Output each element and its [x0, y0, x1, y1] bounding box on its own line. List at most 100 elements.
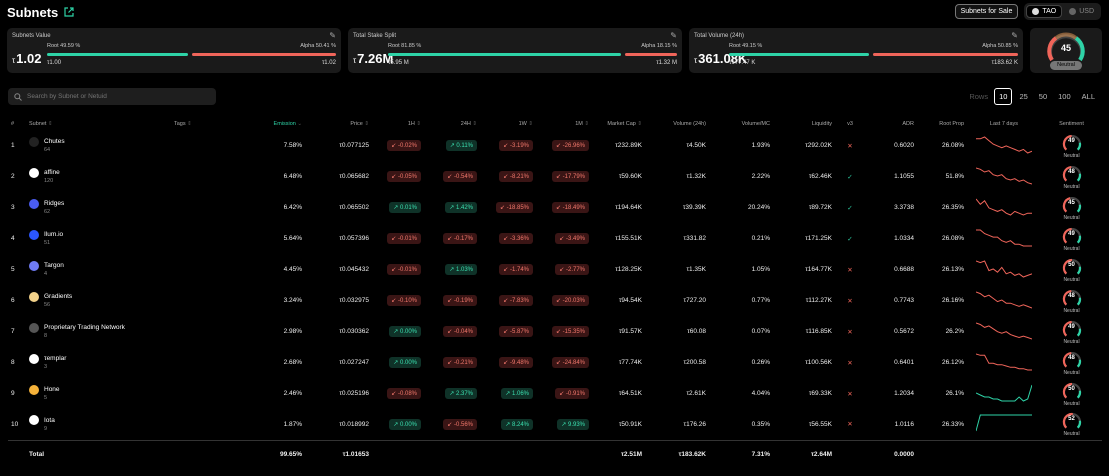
last-7-days-cell — [967, 130, 1041, 161]
column-header[interactable]: Volume (24h) — [645, 117, 709, 130]
subnet-cell[interactable]: τemplar 3 — [26, 347, 171, 378]
subnet-name[interactable]: τemplar — [44, 355, 67, 362]
column-header[interactable]: 1H ⇕ — [407, 120, 421, 127]
external-link-icon[interactable] — [64, 7, 74, 17]
rows-option[interactable]: 50 — [1038, 92, 1048, 101]
page-title: Subnets — [7, 4, 59, 20]
subnet-cell[interactable]: Ilum.io 51 — [26, 223, 171, 254]
tags-cell — [171, 130, 249, 161]
table-row[interactable]: 8 τemplar 3 2.68% τ0.027247 ↗ 0.00% ↙ -0.… — [8, 347, 1102, 378]
column-header[interactable]: Volume/MC — [709, 117, 773, 130]
tao-toggle-option[interactable]: TAO — [1026, 5, 1063, 18]
table-row[interactable]: 6 Gradients 56 3.24% τ0.032975 ↙ -0.10% ↙… — [8, 285, 1102, 316]
subnet-name[interactable]: Chutes — [44, 138, 65, 145]
column-header[interactable]: Price ⇕ — [350, 120, 369, 127]
price-cell: τ0.032975 — [339, 297, 369, 304]
subnet-cell[interactable]: Ridges 62 — [26, 192, 171, 223]
change-pill: ↙ -0.21% — [443, 357, 477, 368]
emission-cell: 3.24% — [283, 297, 302, 304]
subnet-cell[interactable]: Gradients 56 — [26, 285, 171, 316]
subnet-cell[interactable]: Proprietary Trading Network 8 — [26, 316, 171, 347]
search-input[interactable] — [27, 93, 207, 100]
subnet-name[interactable]: Hone — [44, 386, 60, 393]
table-row[interactable]: 1 Chutes 64 7.58% τ0.077125 ↙ -0.02% ↗ 0.… — [8, 130, 1102, 161]
subnet-cell[interactable]: Iota 9 — [26, 409, 171, 440]
change-pill: ↙ -0.04% — [443, 326, 477, 337]
subnet-name[interactable]: Proprietary Trading Network — [44, 324, 125, 331]
table-row[interactable]: 2 affine 120 6.48% τ0.065682 ↙ -0.05% ↙ -… — [8, 161, 1102, 192]
arrow-up-right-icon: ↗ — [505, 391, 511, 397]
column-header[interactable]: 1M ⇕ — [575, 120, 589, 127]
market-cap-cell: τ59.60K — [618, 173, 642, 180]
row-number: 9 — [11, 390, 15, 397]
liquidity-cell: τ56.55K — [808, 420, 832, 428]
arrow-down-left-icon: ↙ — [559, 267, 565, 273]
volume-cell: τ200.58 — [683, 359, 706, 366]
subnet-name[interactable]: affine — [44, 169, 60, 176]
subnet-uid: 120 — [44, 178, 54, 184]
change-value: 0.00% — [399, 329, 417, 335]
change-value: -9.48% — [509, 360, 529, 366]
arrow-up-right-icon: ↗ — [561, 421, 567, 428]
price-cell: τ0.077125 — [339, 142, 369, 149]
stat-card: Total Volume (24h) ✎ τ361.08K Root 49.15… — [689, 28, 1023, 73]
subnet-name[interactable]: Iota — [44, 416, 55, 424]
column-header[interactable]: Root Prop — [917, 117, 967, 130]
column-header[interactable]: Last 7 days — [967, 117, 1041, 130]
column-header[interactable]: Sentiment — [1041, 117, 1102, 130]
change-value: -3.19% — [509, 143, 529, 149]
row-number: 3 — [11, 204, 15, 211]
change-value: -0.01% — [397, 267, 417, 273]
change-value: -0.21% — [453, 360, 473, 366]
rows-option[interactable]: 25 — [1019, 92, 1028, 101]
rows-option[interactable]: ALL — [1081, 92, 1095, 101]
column-header[interactable]: 24H ⇕ — [460, 120, 477, 127]
arrow-down-left-icon: ↙ — [391, 174, 397, 180]
table-row[interactable]: 5 Targon 4 4.45% τ0.045432 ↙ -0.01% ↗ 1.0… — [8, 254, 1102, 285]
search-bar[interactable] — [8, 88, 216, 105]
column-header[interactable]: v3 — [835, 117, 865, 130]
column-header[interactable]: Tags ⇕ — [174, 120, 192, 127]
column-header[interactable]: # — [8, 117, 26, 130]
table-row[interactable]: 7 Proprietary Trading Network 8 2.98% τ0.… — [8, 316, 1102, 347]
x-icon: ✕ — [847, 297, 853, 305]
table-row[interactable]: 9 Hone 5 2.46% τ0.025196 ↙ -0.08% ↗ 2.37%… — [8, 378, 1102, 409]
root-share-label: Root 49.59 % — [47, 43, 81, 49]
subnet-cell[interactable]: Chutes 64 — [26, 130, 171, 161]
column-header[interactable]: Subnet ⇕ — [29, 120, 53, 127]
adr-cell: 1.1055 — [894, 173, 914, 180]
fear-greed-gauge[interactable]: 45 Neutral — [1030, 28, 1102, 73]
subnet-name[interactable]: Gradients — [44, 293, 73, 300]
subnet-name[interactable]: Ilum.io — [44, 231, 64, 238]
usd-toggle-option[interactable]: USD — [1064, 5, 1099, 18]
column-header[interactable]: Emission ⌄ — [273, 120, 302, 127]
pin-icon[interactable]: ✎ — [1011, 31, 1018, 40]
column-header[interactable]: ADR — [865, 117, 917, 130]
subnet-cell[interactable]: Hone 5 — [26, 378, 171, 409]
column-header[interactable]: Liquidity — [773, 117, 835, 130]
change-pill: ↙ -0.91% — [555, 388, 589, 399]
table-row[interactable]: 4 Ilum.io 51 5.64% τ0.057396 ↙ -0.01% ↙ -… — [8, 223, 1102, 254]
subnet-cell[interactable]: Targon 4 — [26, 254, 171, 285]
subnet-cell[interactable]: affine 120 — [26, 161, 171, 192]
subnet-name[interactable]: Targon — [44, 262, 64, 269]
rows-option[interactable]: 10 — [994, 88, 1013, 105]
pin-icon[interactable]: ✎ — [329, 31, 336, 40]
volume-mc-cell: 0.35% — [751, 420, 770, 428]
adr-cell: 1.2034 — [894, 390, 914, 397]
subnet-name[interactable]: Ridges — [44, 200, 65, 207]
emission-cell: 2.46% — [283, 390, 302, 397]
arrow-up-right-icon: ↗ — [449, 391, 455, 397]
rows-option[interactable]: 100 — [1058, 92, 1071, 101]
pin-icon[interactable]: ✎ — [670, 31, 677, 40]
column-header[interactable]: 1W ⇕ — [518, 120, 533, 127]
subnet-uid: 3 — [44, 364, 48, 370]
check-icon: ✓ — [847, 173, 853, 181]
subnet-uid: 62 — [44, 209, 51, 215]
table-row[interactable]: 3 Ridges 62 6.42% τ0.065502 ↗ 0.01% ↗ 1.4… — [8, 192, 1102, 223]
column-header[interactable]: Market Cap ⇕ — [607, 120, 642, 127]
change-pill: ↙ -0.01% — [387, 233, 421, 244]
table-row[interactable]: 10 Iota 9 1.87% τ0.018992 ↗ 0.00% ↙ -0.56… — [8, 409, 1102, 440]
change-value: 0.00% — [399, 421, 417, 428]
subnets-for-sale-button[interactable]: Subnets for Sale — [954, 4, 1019, 19]
